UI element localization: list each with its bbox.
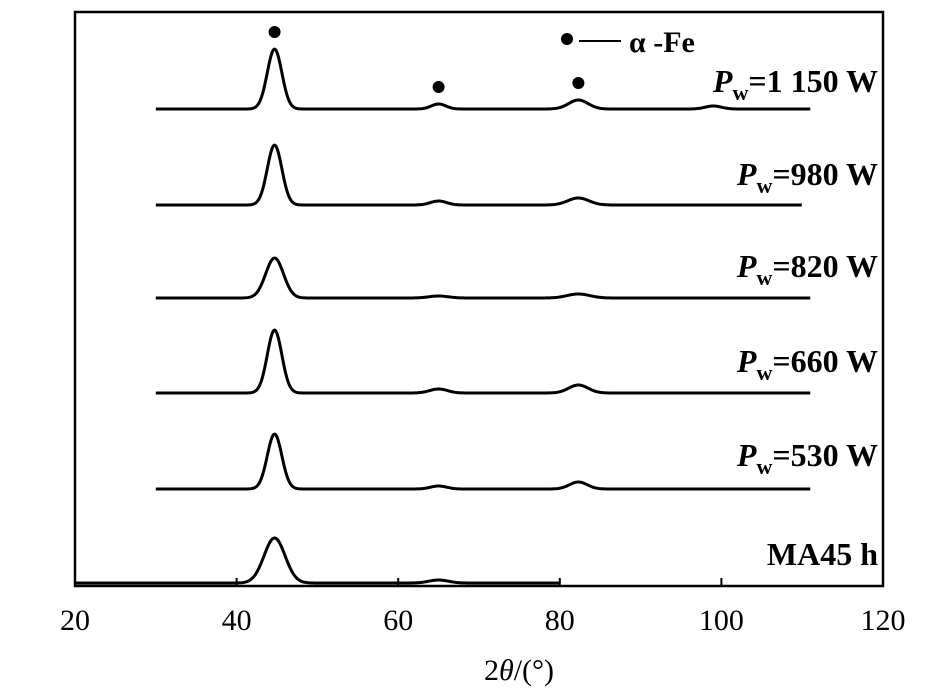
series-labels: Pw=1 150 W Pw=980 W Pw=820 W Pw=660 W Pw=530… [712,63,878,572]
series-line [155,47,811,111]
series-label: Pw=980 W [736,156,878,198]
x-tick-label: 100 [699,604,744,637]
plot-frame [73,10,885,588]
legend: α -Fe [561,26,695,59]
x-axis-title: 2θ/(°) [484,654,554,687]
series-label: Pw=1 150 W [712,63,878,105]
x-tick-label: 40 [222,604,252,637]
x-tick-label: 80 [545,604,575,637]
series-line [74,536,561,585]
series-group [74,47,811,585]
legend-marker [561,33,573,45]
alpha-fe-marker [268,26,281,38]
plot-border [73,10,885,588]
series-line [155,328,811,395]
alpha-fe-marker [432,81,445,93]
peak-markers [268,26,585,93]
series-label: Pw=820 W [736,248,878,290]
series-line [155,256,811,300]
x-axis-ticks: 20 40 60 80 100 120 [60,578,906,637]
alpha-fe-marker [572,77,585,89]
series-label: MA45 h [767,536,878,572]
series-line [155,432,811,491]
legend-text: α -Fe [629,26,695,59]
x-tick-label: 120 [861,604,906,637]
x-tick-label: 60 [383,604,413,637]
series-line [155,143,803,207]
series-label: Pw=530 W [736,437,878,479]
x-tick-label: 20 [60,604,90,637]
series-label: Pw=660 W [736,343,878,385]
